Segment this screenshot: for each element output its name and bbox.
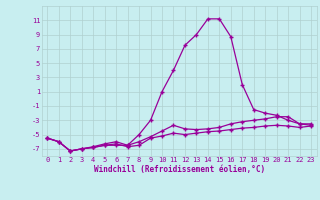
X-axis label: Windchill (Refroidissement éolien,°C): Windchill (Refroidissement éolien,°C) xyxy=(94,165,265,174)
